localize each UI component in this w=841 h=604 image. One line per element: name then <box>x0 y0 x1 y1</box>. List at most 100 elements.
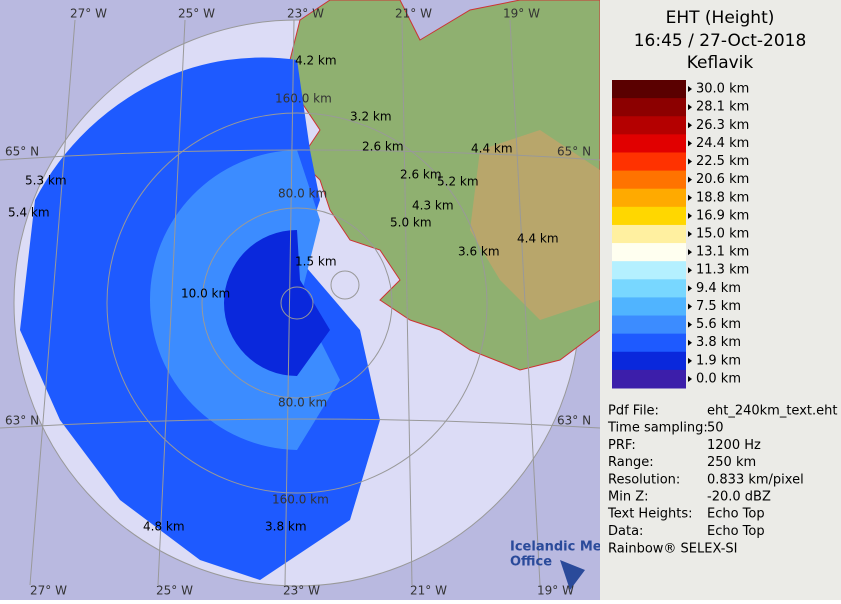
info-label: Text Heights: <box>607 507 693 522</box>
longitude-label: 27° W <box>70 7 107 21</box>
info-value: 1200 Hz <box>707 438 761 453</box>
legend-label: 11.3 km <box>696 263 749 278</box>
header: EHT (Height) 16:45 / 27-Oct-2018 Keflavi… <box>634 8 807 73</box>
info-label: Resolution: <box>608 472 680 487</box>
legend-label: 9.4 km <box>696 281 741 296</box>
legend-tick <box>688 122 692 129</box>
legend-tick <box>688 104 692 111</box>
legend-tick <box>688 140 692 147</box>
echo-top-label: 3.8 km <box>265 520 307 534</box>
info-value: 250 km <box>707 455 756 470</box>
longitude-label: 25° W <box>156 584 193 598</box>
legend-label: 5.6 km <box>696 317 741 332</box>
longitude-label: 21° W <box>395 7 432 21</box>
logo-text: Icelandic Met <box>510 540 608 555</box>
legend-swatch <box>612 261 686 280</box>
legend-tick <box>688 86 692 93</box>
latitude-label: 65° N <box>5 145 39 159</box>
legend-swatch <box>612 279 686 298</box>
longitude-label: 21° W <box>410 584 447 598</box>
highland <box>470 130 600 320</box>
legend-swatch <box>612 315 686 335</box>
info-value: 50 <box>707 421 724 436</box>
info-table: Pdf File: eht_240km_text.eht Time sampling… <box>607 404 837 539</box>
legend-tick <box>688 194 692 201</box>
legend-label: 24.4 km <box>696 136 749 151</box>
legend-swatch <box>612 116 686 135</box>
legend-tick <box>688 303 692 310</box>
echo-top-label: 5.3 km <box>25 174 67 188</box>
legend-swatch <box>612 134 686 153</box>
echo-top-label: 10.0 km <box>181 287 230 301</box>
range-rings <box>106 112 488 494</box>
legend-label: 1.9 km <box>696 353 741 368</box>
info-label: Range: <box>608 455 654 470</box>
latitude-label: 63° N <box>557 414 591 428</box>
legend-tick <box>688 158 692 165</box>
graticule <box>0 19 601 586</box>
legend-tick <box>688 176 692 183</box>
latitude-label: 63° N <box>5 414 39 428</box>
echo-top-label: 4.3 km <box>412 199 454 213</box>
echo-top-label: 5.0 km <box>390 216 432 230</box>
info-value: -20.0 dBZ <box>707 490 771 505</box>
legend-label: 28.1 km <box>696 100 749 115</box>
echo-top-label: 3.6 km <box>458 245 500 259</box>
title: EHT (Height) <box>666 8 775 28</box>
info-value: Echo Top <box>707 507 765 522</box>
legend-tick <box>688 267 692 274</box>
echo-area <box>224 230 330 376</box>
legend-tick <box>688 285 692 292</box>
echo-top-label: 5.2 km <box>437 175 479 189</box>
legend-label: 30.0 km <box>696 82 749 97</box>
legend-swatch <box>612 351 686 371</box>
site: Keflavik <box>687 53 754 73</box>
longitude-label: 25° W <box>178 7 215 21</box>
info-label: PRF: <box>608 438 636 453</box>
legend-tick <box>688 212 692 219</box>
legend-tick <box>688 321 692 328</box>
legend-swatch <box>612 333 686 353</box>
logo-text: Office <box>510 555 552 570</box>
echo-top-label: 2.6 km <box>400 168 442 182</box>
map: 27° W 25° W 23° W 21° W 19° W 27° W 25° W 23° W… <box>0 0 608 600</box>
legend-label: 26.3 km <box>696 118 749 133</box>
echo-top-label: 4.2 km <box>295 54 337 68</box>
time: 16:45 / 27-Oct-2018 <box>634 31 807 51</box>
legend: 30.0 km 28.1 km 26.3 km 24.4 km 22.5 km 20.6 … <box>612 80 749 389</box>
longitude-label: 23° W <box>283 584 320 598</box>
legend-swatch <box>612 206 686 226</box>
legend-tick <box>688 375 692 382</box>
legend-swatch <box>612 297 686 317</box>
legend-tick <box>688 357 692 364</box>
info-label: Data: <box>608 524 643 539</box>
latitude-label: 65° N <box>557 145 591 159</box>
echo-top-label: 1.5 km <box>295 255 337 269</box>
longitude-label: 27° W <box>30 584 67 598</box>
legend-swatch <box>612 188 686 208</box>
legend-swatch <box>612 170 686 190</box>
legend-swatch <box>612 243 686 262</box>
range-label: 80.0 km <box>278 396 327 410</box>
echo-top-label: 4.8 km <box>143 520 185 534</box>
legend-tick <box>688 339 692 346</box>
legend-label: 22.5 km <box>696 154 749 169</box>
legend-swatch <box>612 224 686 244</box>
footer: Rainbow® SELEX-SI <box>608 542 738 557</box>
legend-label: 0.0 km <box>696 371 741 386</box>
legend-label: 7.5 km <box>696 299 741 314</box>
legend-label: 15.0 km <box>696 227 749 242</box>
legend-label: 3.8 km <box>696 335 741 350</box>
legend-swatch <box>612 152 686 172</box>
longitude-label: 19° W <box>503 7 540 21</box>
range-label: 80.0 km <box>278 187 327 201</box>
legend-label: 18.8 km <box>696 190 749 205</box>
range-label: 160.0 km <box>275 92 332 106</box>
echo-top-label: 3.2 km <box>350 110 392 124</box>
info-label: Pdf File: <box>608 404 659 419</box>
legend-swatch <box>612 369 686 389</box>
legend-label: 16.9 km <box>696 208 749 223</box>
range-label: 160.0 km <box>272 493 329 507</box>
legend-tick <box>688 249 692 256</box>
